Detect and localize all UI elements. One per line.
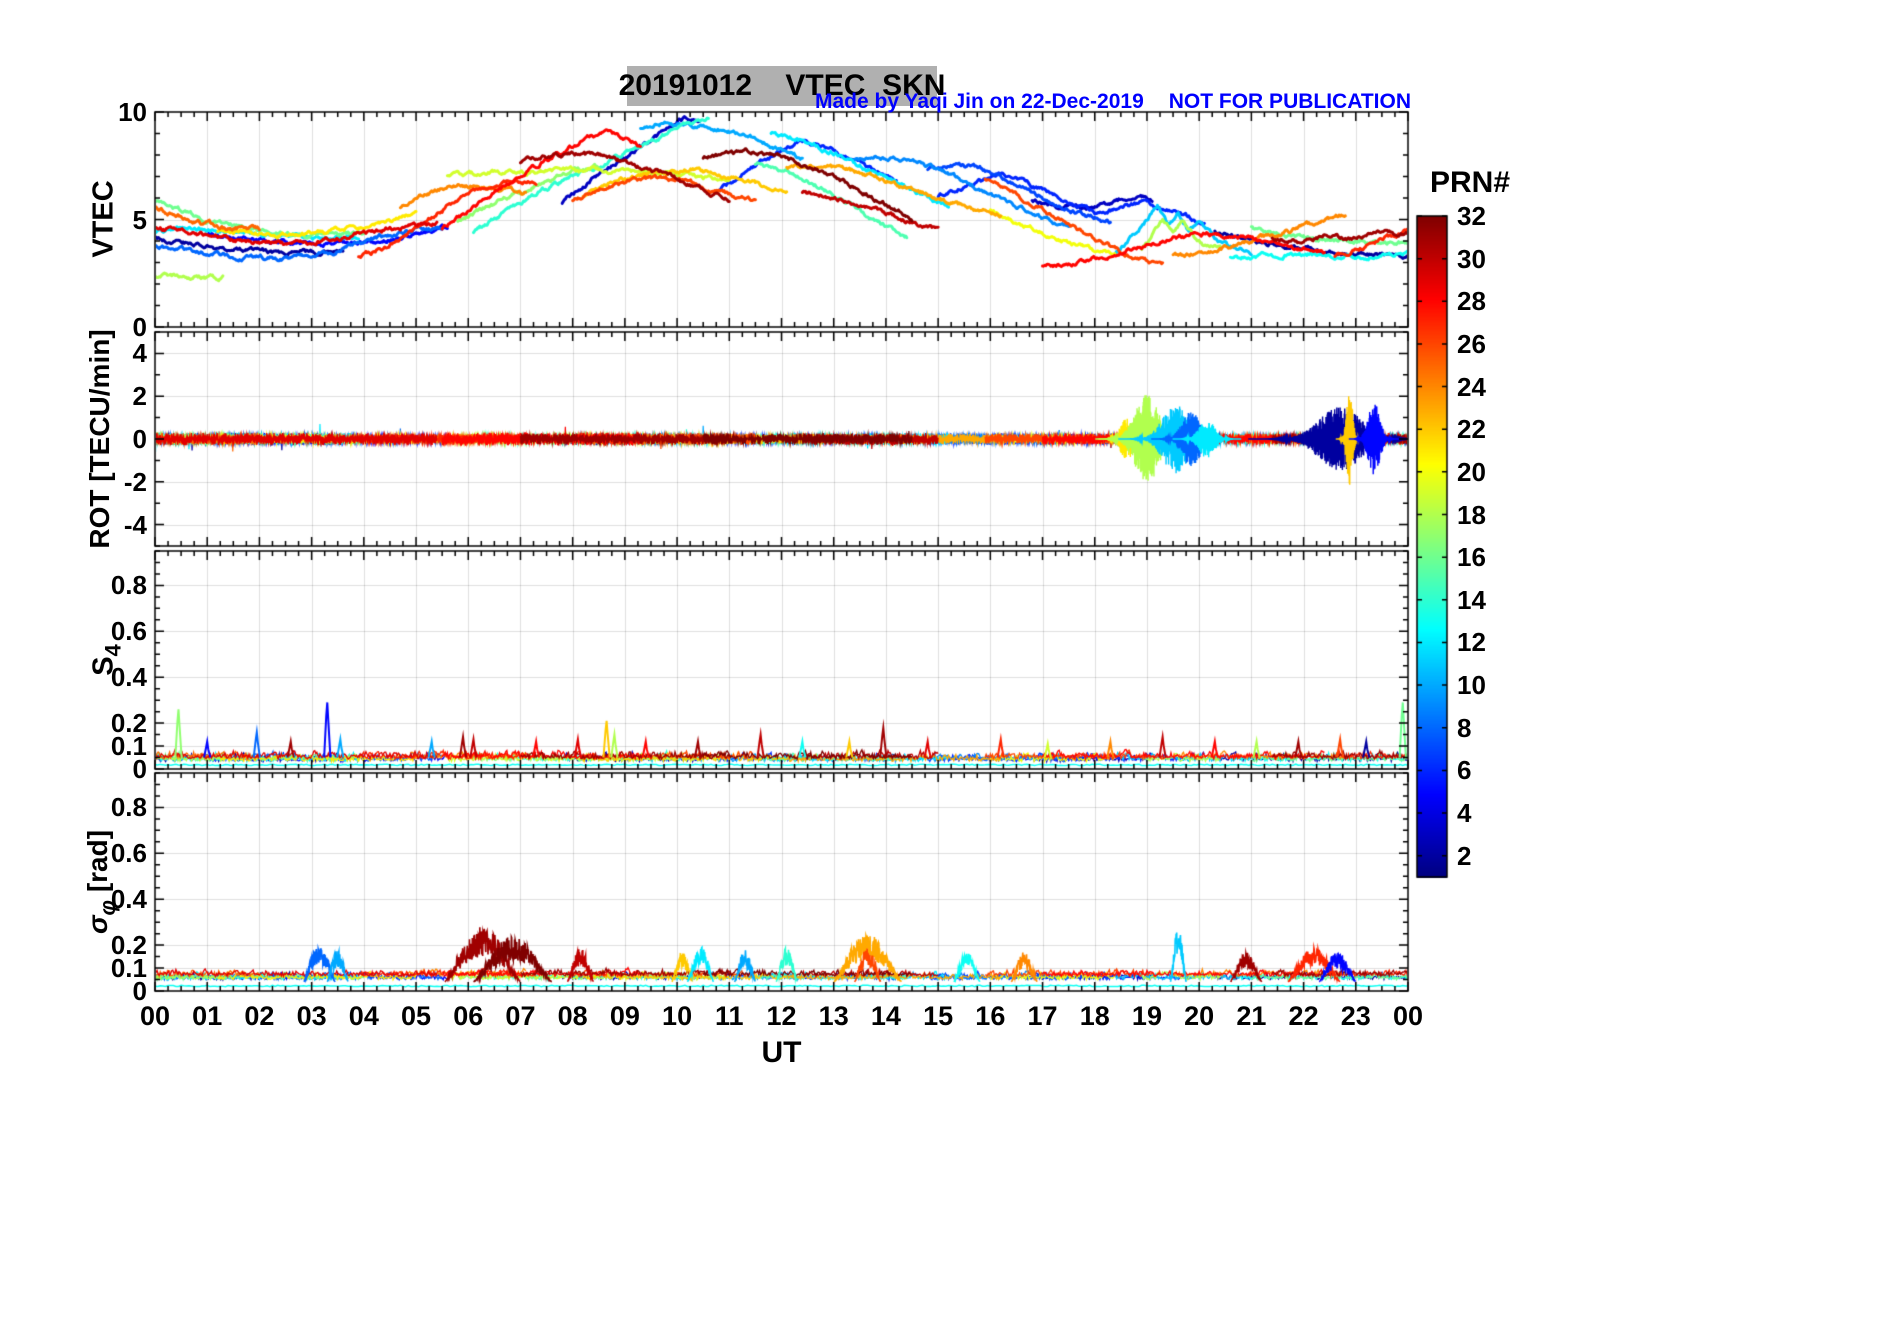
sigma-axis-label-text: σ xyxy=(82,915,113,935)
rot-axis-label-text: ROT [TECU/min] xyxy=(84,329,115,549)
made-by-text: Made by Yaqi Jin on 22-Dec-2019 xyxy=(815,90,1144,113)
annotation: Made by Yaqi Jin on 22-Dec-2019 NOT FOR … xyxy=(815,90,1411,114)
sigma-axis-label-unit: [rad] xyxy=(82,829,113,900)
sigma-phi-axis-label: σφ [rad] xyxy=(82,829,120,935)
not-for-publication-text: NOT FOR PUBLICATION xyxy=(1168,90,1411,113)
s4-axis-label-sub: 4 xyxy=(100,644,126,657)
sigma-axis-label-sub: φ xyxy=(95,899,120,916)
s4-axis-label-text: S xyxy=(87,656,120,676)
colorbar-title: PRN# xyxy=(1430,166,1511,199)
rot-axis-label: ROT [TECU/min] xyxy=(84,329,116,548)
title-box: 20191012 VTEC SKN xyxy=(619,66,945,106)
vtec-axis-label: VTEC xyxy=(88,180,121,257)
x-axis-label: UT xyxy=(761,1036,802,1069)
chart-title: 20191012 VTEC SKN xyxy=(618,69,946,102)
vtec-axis-label-text: VTEC xyxy=(87,180,120,258)
s4-axis-label: S4 xyxy=(87,644,126,676)
